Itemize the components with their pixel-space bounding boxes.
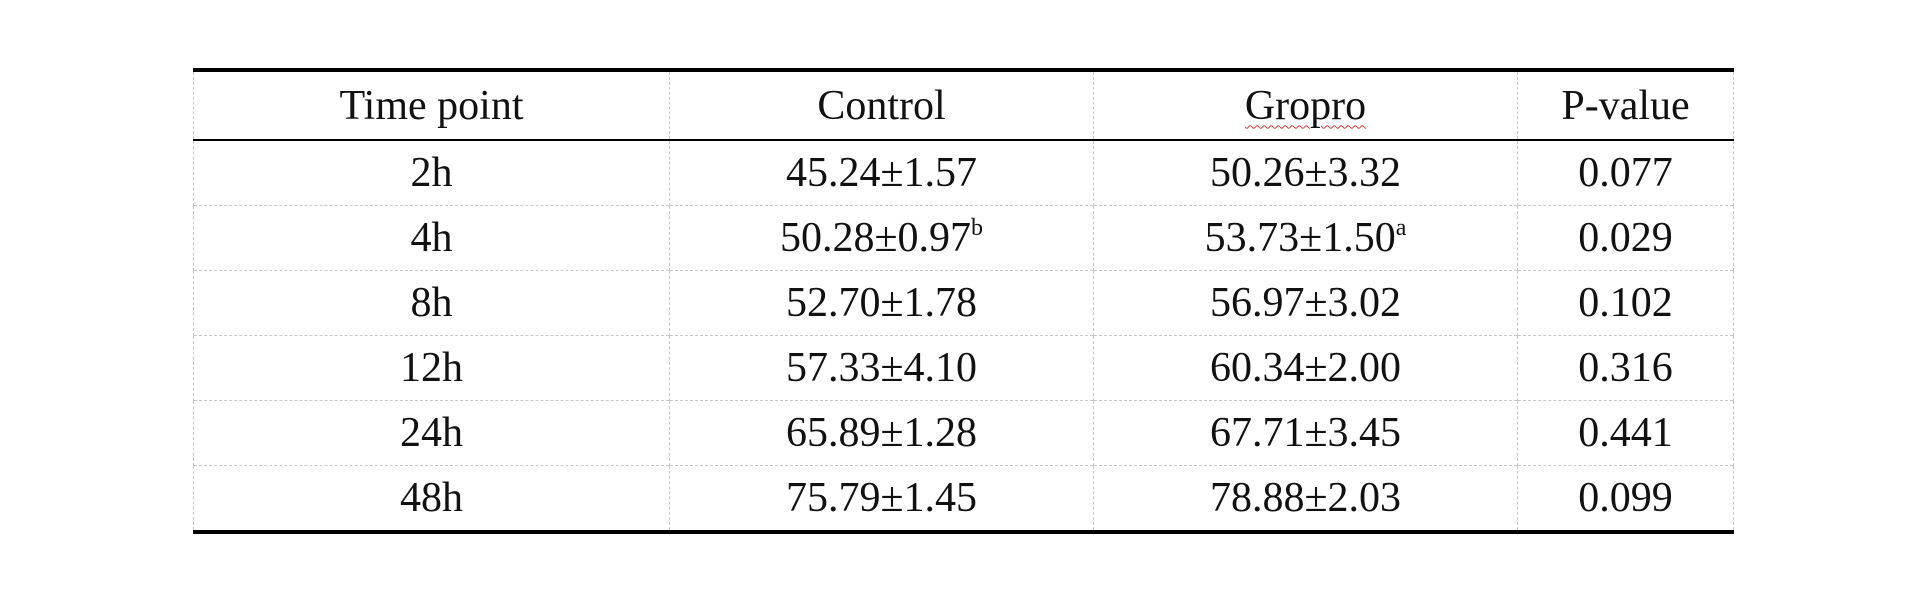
table-row: 24h 65.89±1.28 67.71±3.45 0.441 bbox=[193, 400, 1734, 466]
header-gropro: Gropro bbox=[1093, 70, 1518, 141]
table-header-row: Time point Control Gropro P-value bbox=[193, 70, 1734, 141]
cell-control: 52.70±1.78 bbox=[669, 270, 1094, 336]
cell-control: 50.28±0.97b bbox=[669, 205, 1094, 271]
cell-gropro: 56.97±3.02 bbox=[1093, 270, 1518, 336]
header-control: Control bbox=[669, 70, 1094, 141]
cell-gropro-sup: a bbox=[1395, 215, 1407, 241]
table-row: 12h 57.33±4.10 60.34±2.00 0.316 bbox=[193, 335, 1734, 401]
cell-p-value: 0.029 bbox=[1517, 205, 1734, 271]
cell-time: 8h bbox=[193, 270, 670, 336]
cell-control-sup: b bbox=[971, 215, 984, 241]
cell-p-value: 0.099 bbox=[1517, 465, 1734, 532]
cell-control-value: 75.79±1.45 bbox=[785, 475, 978, 521]
cell-p-value: 0.316 bbox=[1517, 335, 1734, 401]
cell-p-value: 0.077 bbox=[1517, 140, 1734, 206]
table-row: 4h 50.28±0.97b 53.73±1.50a 0.029 bbox=[193, 205, 1734, 271]
cell-gropro-value: 67.71±3.45 bbox=[1209, 410, 1402, 456]
cell-time: 4h bbox=[193, 205, 670, 271]
cell-control-value: 65.89±1.28 bbox=[785, 410, 978, 456]
cell-time: 2h bbox=[193, 140, 670, 206]
cell-gropro-value: 56.97±3.02 bbox=[1209, 280, 1402, 326]
cell-gropro: 78.88±2.03 bbox=[1093, 465, 1518, 532]
cell-time: 48h bbox=[193, 465, 670, 532]
cell-control: 75.79±1.45 bbox=[669, 465, 1094, 532]
cell-p-value: 0.441 bbox=[1517, 400, 1734, 466]
table-row: 8h 52.70±1.78 56.97±3.02 0.102 bbox=[193, 270, 1734, 336]
cell-control-value: 52.70±1.78 bbox=[785, 280, 978, 326]
table-row: 2h 45.24±1.57 50.26±3.32 0.077 bbox=[193, 140, 1734, 206]
cell-p-value: 0.102 bbox=[1517, 270, 1734, 336]
header-time-point: Time point bbox=[193, 70, 670, 141]
table-row: 48h 75.79±1.45 78.88±2.03 0.099 bbox=[193, 465, 1734, 532]
cell-control-value: 45.24±1.57 bbox=[785, 150, 978, 196]
cell-time: 24h bbox=[193, 400, 670, 466]
cell-gropro: 67.71±3.45 bbox=[1093, 400, 1518, 466]
cell-control-value: 57.33±4.10 bbox=[785, 345, 978, 391]
header-p-value: P-value bbox=[1517, 70, 1734, 141]
cell-gropro: 53.73±1.50a bbox=[1093, 205, 1518, 271]
cell-control: 65.89±1.28 bbox=[669, 400, 1094, 466]
cell-control: 57.33±4.10 bbox=[669, 335, 1094, 401]
cell-gropro-value: 50.26±3.32 bbox=[1209, 150, 1402, 196]
cell-time: 12h bbox=[193, 335, 670, 401]
cell-gropro: 60.34±2.00 bbox=[1093, 335, 1518, 401]
cell-control-value: 50.28±0.97 bbox=[779, 215, 972, 261]
cell-gropro-value: 53.73±1.50 bbox=[1204, 215, 1396, 261]
cell-gropro-value: 78.88±2.03 bbox=[1209, 475, 1402, 521]
data-table: Time point Control Gropro P-value 2h 45.… bbox=[193, 68, 1734, 534]
cell-control: 45.24±1.57 bbox=[669, 140, 1094, 206]
header-gropro-label: Gropro bbox=[1244, 82, 1367, 129]
cell-gropro: 50.26±3.32 bbox=[1093, 140, 1518, 206]
data-table-container: Time point Control Gropro P-value 2h 45.… bbox=[193, 68, 1734, 534]
cell-gropro-value: 60.34±2.00 bbox=[1209, 345, 1402, 391]
